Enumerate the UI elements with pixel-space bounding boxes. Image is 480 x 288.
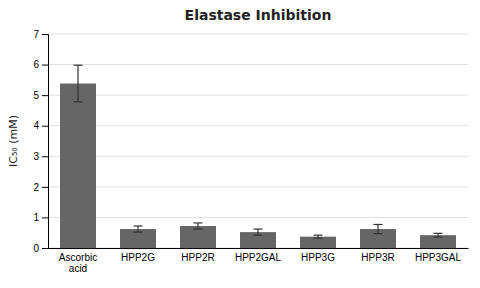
tick-label: 6 (33, 59, 39, 70)
tick-label-line: Ascorbic (59, 252, 97, 263)
grid-line (48, 186, 468, 187)
grid-line (48, 125, 468, 126)
error-cap (134, 225, 143, 226)
marks (60, 65, 456, 248)
tick: Ascorbicacid (59, 252, 97, 274)
tick: 0 (33, 243, 48, 254)
tick: HPP3R (361, 252, 394, 263)
tick-label-line: HPP2GAL (235, 252, 282, 263)
tick-label: 0 (33, 243, 39, 254)
tick: 3 (33, 151, 48, 162)
grid-line (48, 64, 468, 65)
error-bar (74, 65, 83, 102)
bar (300, 237, 336, 248)
error-cap (254, 235, 263, 236)
error-cap (314, 238, 323, 239)
plot-area: 0 1 2 3 4 5 6 7 Ascorbicacid HPP2G HPP2R HPP2GAL HPP… (33, 29, 468, 274)
tick-label: Ascorbicacid (59, 252, 97, 274)
error-cap (434, 233, 443, 234)
bar (420, 235, 456, 248)
error-bar (314, 235, 323, 238)
grid-line (48, 95, 468, 96)
tick-mark (42, 217, 48, 218)
tick-label: 7 (33, 29, 39, 40)
tick: 5 (33, 90, 48, 101)
tick-mark (42, 34, 48, 35)
bar (60, 84, 96, 248)
error-cap (374, 233, 383, 234)
title: Elastase Inhibition (185, 7, 332, 23)
tick-mark (42, 156, 48, 157)
tick: HPP2G (121, 252, 155, 263)
error-line (377, 224, 378, 233)
tick-label: HPP3GAL (415, 252, 462, 263)
tick-label: 2 (33, 182, 39, 193)
bar (120, 229, 156, 248)
tick-mark (42, 126, 48, 127)
tick: 4 (33, 120, 48, 131)
tick: HPP3GAL (415, 252, 462, 263)
tick-mark (42, 65, 48, 66)
tick: HPP3G (301, 252, 335, 263)
error-bar (374, 224, 383, 233)
y-axis: 0 1 2 3 4 5 6 7 (33, 29, 48, 254)
tick: HPP2R (181, 252, 214, 263)
tick-label-line: HPP2G (121, 252, 155, 263)
error-bar (254, 229, 263, 235)
axis-line (49, 248, 469, 249)
tick-label: HPP3R (361, 252, 394, 263)
tick-label-line: HPP3R (361, 252, 394, 263)
error-cap (194, 228, 203, 229)
error-cap (434, 236, 443, 237)
tick-label: HPP2G (121, 252, 155, 263)
tick-label-line: HPP3GAL (415, 252, 462, 263)
tick: 6 (33, 59, 48, 70)
error-line (197, 223, 198, 229)
tick-label: 5 (33, 90, 39, 101)
tick: HPP2GAL (235, 252, 282, 263)
chart: 0 1 2 3 4 5 6 7 Ascorbicacid HPP2G HPP2R HPP2GAL HPP… (0, 0, 480, 288)
tick: 2 (33, 182, 48, 193)
tick-label-line: HPP3G (301, 252, 335, 263)
error-cap (254, 228, 263, 229)
tick-label: HPP2GAL (235, 252, 282, 263)
error-bar (134, 226, 143, 232)
grid (48, 34, 468, 248)
error-line (137, 226, 138, 232)
tick-label: 3 (33, 151, 39, 162)
error-cap (314, 235, 323, 236)
tick-mark (42, 248, 48, 249)
tick-label: 1 (33, 212, 39, 223)
y-axis-title: IC₅₀ (mM) (7, 115, 20, 167)
tick-label: HPP3G (301, 252, 335, 263)
error-bar (434, 233, 443, 237)
x-axis: Ascorbicacid HPP2G HPP2R HPP2GAL HPP3G HPP3R H… (49, 249, 469, 275)
tick-mark (42, 95, 48, 96)
grid-line (48, 156, 468, 157)
tick-mark (42, 187, 48, 188)
error-cap (374, 224, 383, 225)
bar (180, 226, 216, 248)
error-cap (74, 65, 83, 66)
tick-label: 4 (33, 120, 39, 131)
error-cap (134, 232, 143, 233)
error-line (257, 229, 258, 235)
tick-label: HPP2R (181, 252, 214, 263)
grid-line (48, 217, 468, 218)
tick-label-line: HPP2R (181, 252, 214, 263)
tick-label-line: acid (69, 263, 87, 274)
tick: 7 (33, 29, 48, 40)
axis-line (42, 35, 49, 249)
error-line (77, 65, 78, 102)
error-cap (74, 101, 83, 102)
tick: 1 (33, 212, 48, 223)
error-cap (194, 222, 203, 223)
grid-line (48, 34, 468, 35)
error-bar (194, 223, 203, 229)
